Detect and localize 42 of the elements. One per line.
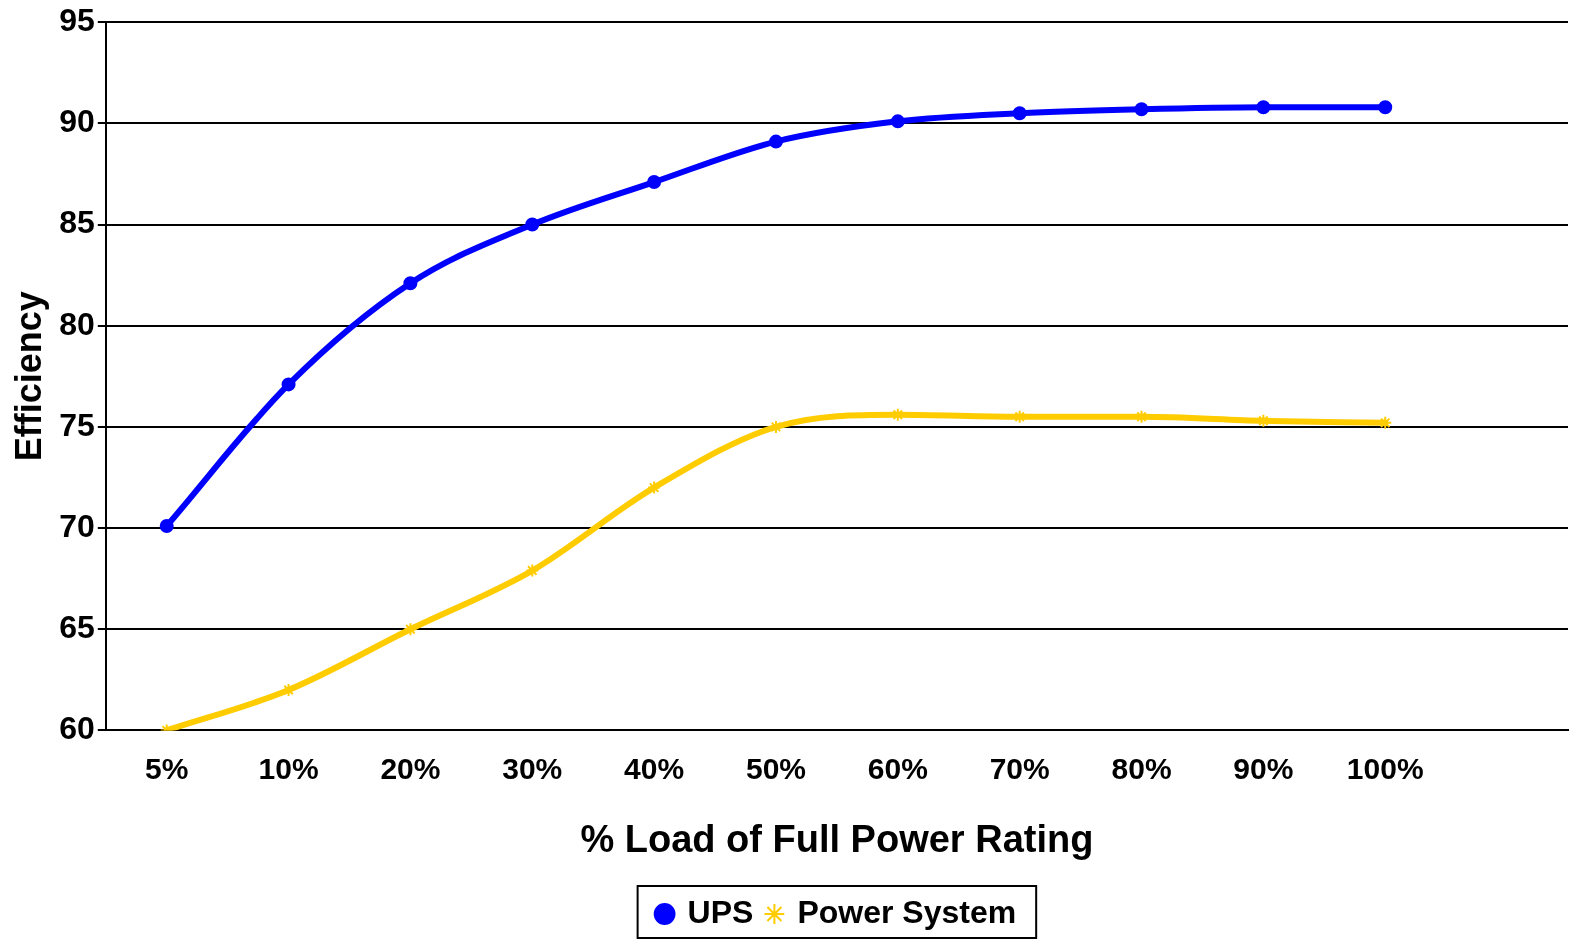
legend-label: UPS (687, 893, 754, 930)
point (647, 480, 662, 495)
x-tick-label: 60% (867, 751, 928, 785)
point (647, 175, 662, 190)
point (403, 276, 418, 291)
point (1134, 102, 1149, 117)
point (525, 563, 540, 578)
x-tick-label: 5% (145, 751, 189, 785)
x-axis-title: % Load of Full Power Rating (580, 817, 1094, 860)
y-tick-label: 85 (59, 204, 95, 241)
y-tick-label: 90 (59, 103, 95, 140)
point (525, 217, 540, 232)
point (1012, 106, 1027, 121)
legend-label: Power System (797, 893, 1017, 930)
point (1378, 415, 1393, 430)
y-tick-label: 95 (59, 2, 95, 39)
y-tick-label: 60 (59, 710, 95, 747)
x-tick-label: 40% (624, 751, 685, 785)
x-tick-label: 50% (745, 751, 806, 785)
x-tick-label: 20% (380, 751, 441, 785)
x-tick-label: 100% (1346, 751, 1424, 785)
point (1378, 100, 1393, 115)
y-tick-label: 70 (59, 507, 95, 544)
point (1256, 413, 1271, 428)
x-tick-label: 70% (989, 751, 1050, 785)
point (281, 682, 296, 697)
x-tick-label: 30% (502, 751, 563, 785)
y-axis-title: Efficiency (7, 291, 49, 462)
point (403, 622, 418, 637)
x-tick-label: 10% (258, 751, 319, 785)
point (159, 519, 174, 534)
x-tick-label: 80% (1111, 751, 1172, 785)
point (1256, 100, 1271, 115)
y-tick-label: 65 (59, 609, 95, 646)
point (1134, 409, 1149, 424)
y-tick-label: 80 (59, 305, 95, 342)
point (890, 114, 905, 129)
point (768, 134, 783, 149)
point (1012, 409, 1027, 424)
x-tick-label: 90% (1233, 751, 1294, 785)
y-tick-label: 75 (59, 406, 95, 443)
point (281, 377, 296, 392)
